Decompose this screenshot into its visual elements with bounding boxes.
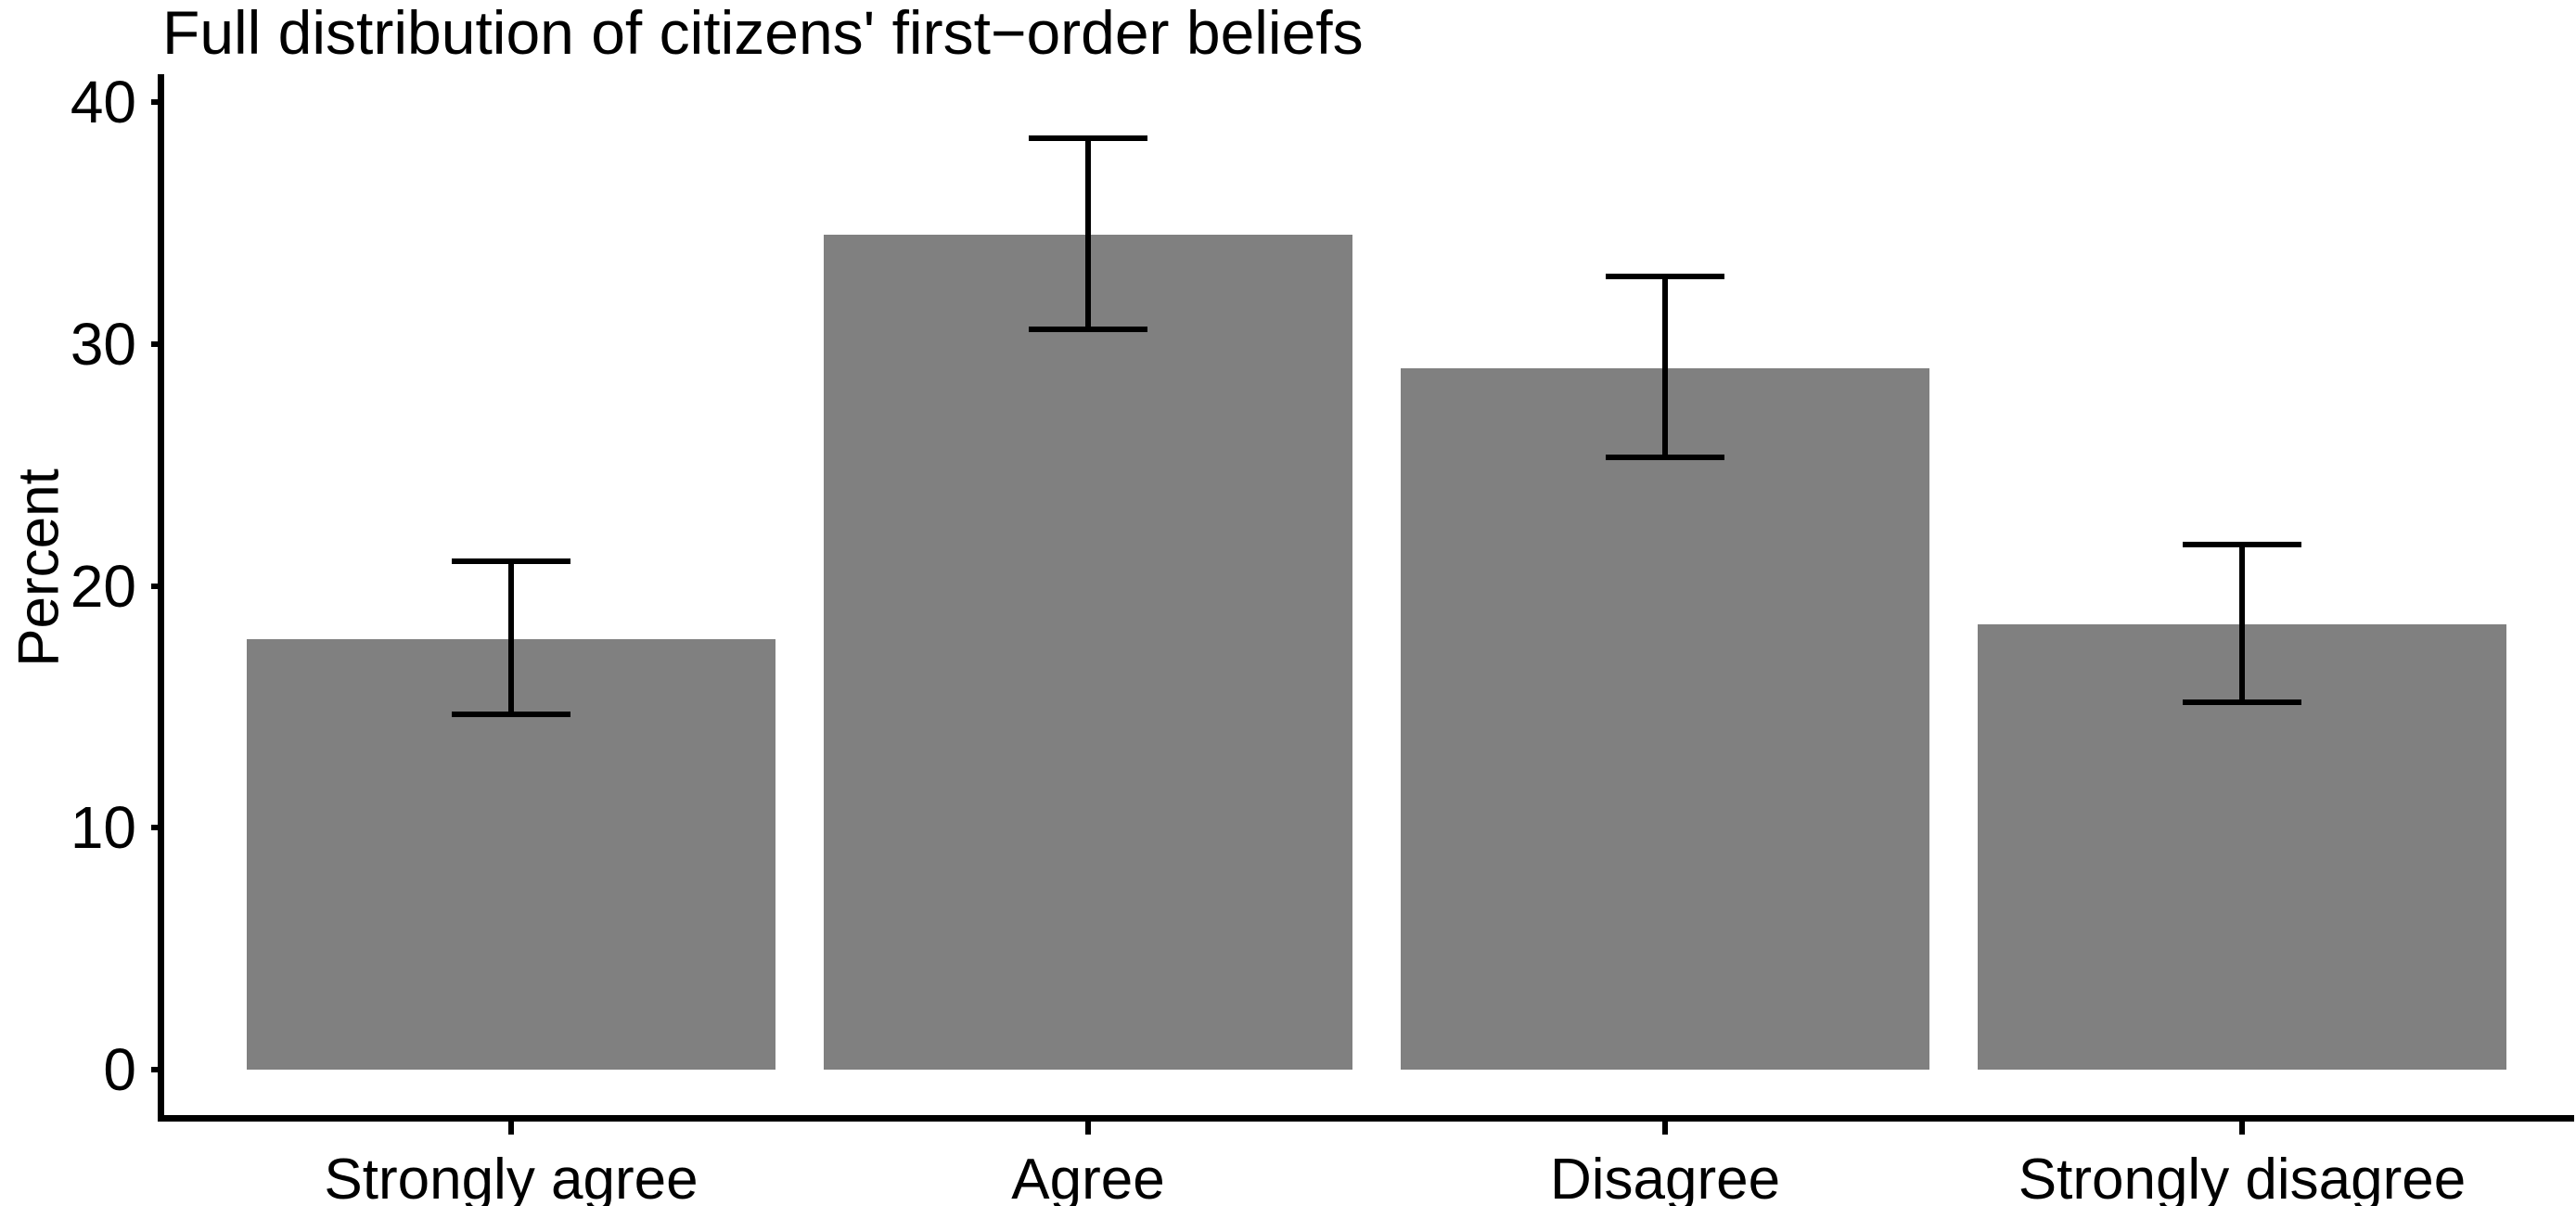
y-axis-tick — [151, 340, 164, 347]
x-axis-tick — [2239, 1115, 2245, 1135]
error-bar-cap-bottom — [2183, 699, 2301, 705]
plot-area: 0 10 20 30 40 Strongly agree Agree Disagree Stro… — [70, 72, 2574, 1206]
error-bar-cap-bottom — [452, 711, 570, 717]
error-bar-line — [508, 561, 514, 714]
y-axis-tick — [151, 1067, 164, 1072]
y-axis-tick — [151, 99, 164, 105]
x-tick-label: Disagree — [1549, 1148, 1781, 1206]
error-bar-line — [2239, 545, 2245, 702]
error-bar-cap-top — [1029, 135, 1147, 142]
error-bar-line — [1085, 138, 1091, 330]
chart-title: Full distribution of citizens' first−ord… — [162, 0, 1364, 67]
y-tick-label: 30 — [70, 310, 136, 378]
error-bar-line — [1662, 276, 1668, 458]
y-axis-tick — [151, 583, 164, 589]
y-tick-label: 40 — [70, 69, 136, 135]
x-tick-label: Strongly agree — [324, 1148, 698, 1206]
bar — [1401, 367, 1929, 1070]
error-bar-cap-bottom — [1029, 327, 1147, 333]
error-bar-cap-top — [452, 558, 570, 565]
x-tick-label: Strongly disagree — [2018, 1148, 2467, 1206]
x-tick-label: Agree — [1011, 1148, 1165, 1206]
x-axis-tick — [1085, 1115, 1091, 1135]
y-tick-label: 0 — [103, 1036, 136, 1103]
y-tick-label: 10 — [70, 794, 136, 862]
error-bar-cap-top — [1606, 273, 1724, 279]
y-axis-tick — [151, 825, 164, 831]
y-tick-label: 20 — [70, 552, 136, 620]
bar — [824, 235, 1352, 1070]
error-bar-cap-bottom — [1606, 455, 1724, 461]
x-axis-tick — [508, 1115, 514, 1135]
x-axis-tick — [1662, 1115, 1668, 1135]
error-bar-cap-top — [2183, 542, 2301, 548]
